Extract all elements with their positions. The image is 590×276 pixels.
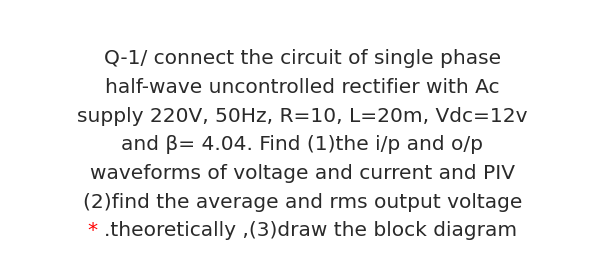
Text: half-wave uncontrolled rectifier with Ac: half-wave uncontrolled rectifier with Ac	[105, 78, 500, 97]
Text: .theoretically ,(3)draw the block diagram: .theoretically ,(3)draw the block diagra…	[104, 221, 517, 240]
Text: waveforms of voltage and current and PIV: waveforms of voltage and current and PIV	[90, 164, 515, 183]
Text: *: *	[87, 221, 104, 240]
Text: and β= 4.04. Find (1)the i/p and o/p: and β= 4.04. Find (1)the i/p and o/p	[122, 135, 483, 154]
Text: Q-1/ connect the circuit of single phase: Q-1/ connect the circuit of single phase	[104, 49, 501, 68]
Text: (2)find the average and rms output voltage: (2)find the average and rms output volta…	[83, 193, 522, 212]
Text: * .theoretically ,(3)draw the block diagram: * .theoretically ,(3)draw the block diag…	[87, 221, 517, 240]
Text: supply 220V, 50Hz, R=10, L=20m, Vdc=12v: supply 220V, 50Hz, R=10, L=20m, Vdc=12v	[77, 107, 527, 126]
